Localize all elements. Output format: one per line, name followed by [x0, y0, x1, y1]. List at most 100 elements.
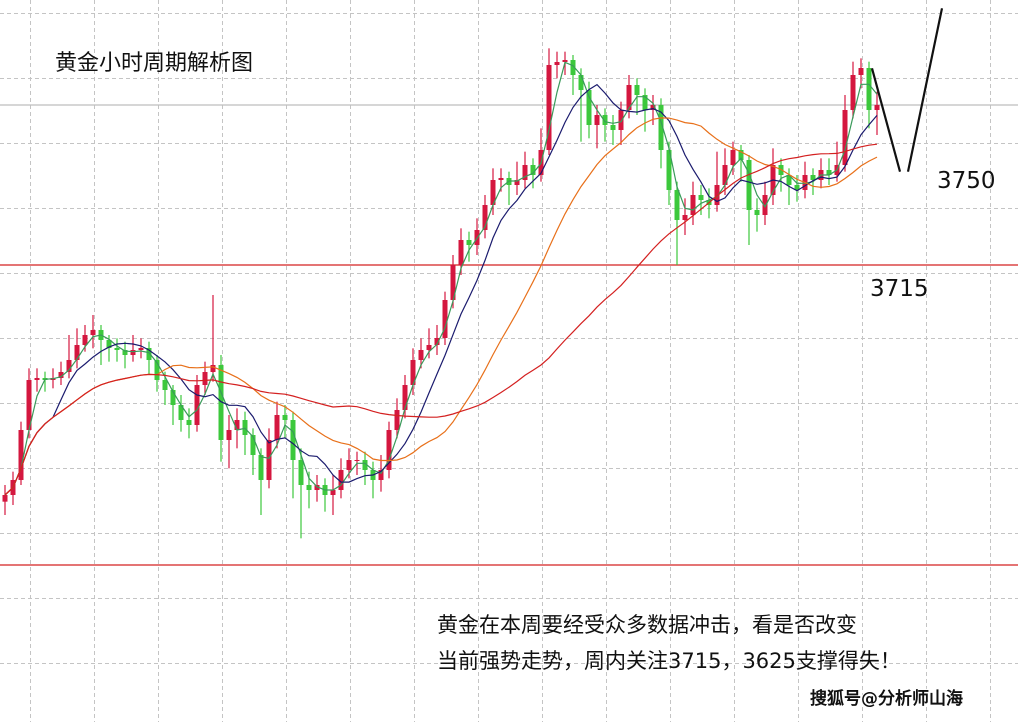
- candle-down: [242, 420, 248, 435]
- candle-up: [74, 345, 80, 360]
- candle-down: [826, 170, 832, 175]
- level-lines: [0, 104, 1018, 566]
- candle-up: [690, 195, 696, 215]
- candle-up: [594, 115, 600, 125]
- candle-down: [586, 90, 592, 125]
- candle-up: [434, 338, 440, 345]
- candle-up: [626, 85, 632, 110]
- candle-down: [162, 380, 168, 390]
- candle-down: [146, 348, 152, 360]
- candle-down: [122, 350, 128, 355]
- candle-up: [194, 385, 200, 425]
- candle-up: [714, 185, 720, 205]
- candle-up: [874, 105, 880, 110]
- candle-down: [466, 240, 472, 245]
- candle-up: [338, 470, 344, 490]
- candle-up: [850, 75, 856, 110]
- projection-up-line: [906, 8, 944, 172]
- projection-path: [870, 8, 944, 172]
- candle-up: [378, 470, 384, 480]
- candle-up: [346, 460, 352, 470]
- candle-up: [402, 385, 408, 410]
- candle-up: [2, 495, 8, 502]
- candle-up: [394, 410, 400, 430]
- candle-up: [426, 345, 432, 350]
- candle-down: [298, 460, 304, 485]
- candle-up: [18, 430, 24, 480]
- candle-up: [26, 380, 32, 430]
- candle-down: [634, 85, 640, 95]
- candle-down: [810, 175, 816, 180]
- candle-down: [154, 360, 160, 380]
- candle-up: [562, 60, 568, 62]
- candle-up: [490, 180, 496, 205]
- candle-up: [858, 68, 864, 75]
- candle-down: [530, 165, 536, 175]
- candle-down: [738, 150, 744, 160]
- candle-down: [674, 190, 680, 220]
- candle-down: [754, 210, 760, 215]
- candle-up: [842, 110, 848, 165]
- candle-up: [762, 195, 768, 215]
- candle-down: [658, 105, 664, 150]
- candle-down: [866, 68, 872, 110]
- candle-up: [82, 335, 88, 345]
- ma-mid-line: [4, 83, 878, 496]
- candle-up: [130, 350, 136, 355]
- candle-down: [178, 405, 184, 420]
- candle-down: [698, 195, 704, 200]
- candles: [2, 48, 880, 539]
- ma-slow-line: [4, 117, 878, 496]
- candle-up: [354, 460, 360, 461]
- candle-down: [610, 125, 616, 130]
- candle-up: [514, 180, 520, 185]
- candle-down: [666, 150, 672, 190]
- candle-up: [138, 348, 144, 350]
- candle-down: [250, 435, 256, 455]
- candle-up: [418, 350, 424, 360]
- candle-down: [746, 160, 752, 210]
- candle-down: [362, 460, 368, 470]
- candle-up: [482, 205, 488, 230]
- candle-down: [282, 415, 288, 420]
- candle-up: [522, 165, 528, 180]
- candle-up: [498, 178, 504, 180]
- candle-down: [306, 485, 312, 490]
- ma-long-line: [4, 143, 878, 496]
- candle-down: [642, 95, 648, 110]
- candle-down: [114, 348, 120, 350]
- candle-up: [450, 265, 456, 300]
- candle-down: [258, 455, 264, 480]
- candle-down: [794, 185, 800, 190]
- candle-up: [34, 378, 40, 380]
- chart-title: 黄金小时周期解析图: [55, 51, 254, 76]
- candle-up: [682, 215, 688, 220]
- candle-up: [266, 440, 272, 480]
- candle-up: [90, 330, 96, 335]
- candle-up: [66, 360, 72, 372]
- ma-fast-line: [4, 61, 878, 496]
- moving-averages: [4, 61, 878, 496]
- candle-down: [578, 75, 584, 90]
- candle-up: [650, 105, 656, 110]
- candle-up: [722, 165, 728, 185]
- candle-up: [730, 150, 736, 165]
- candle-up: [202, 372, 208, 385]
- candle-up: [234, 420, 240, 430]
- candle-up: [58, 372, 64, 378]
- candle-down: [186, 420, 192, 425]
- candle-up: [618, 110, 624, 130]
- candle-up: [386, 430, 392, 470]
- candle-down: [570, 60, 576, 75]
- candle-down: [290, 420, 296, 460]
- level-label-3715: 3715: [870, 276, 929, 302]
- candle-up: [226, 430, 232, 440]
- candle-up: [210, 365, 216, 372]
- candle-up: [458, 240, 464, 265]
- projection-down-line: [870, 68, 902, 172]
- candle-up: [330, 490, 336, 495]
- candle-up: [314, 485, 320, 490]
- candle-up: [442, 300, 448, 338]
